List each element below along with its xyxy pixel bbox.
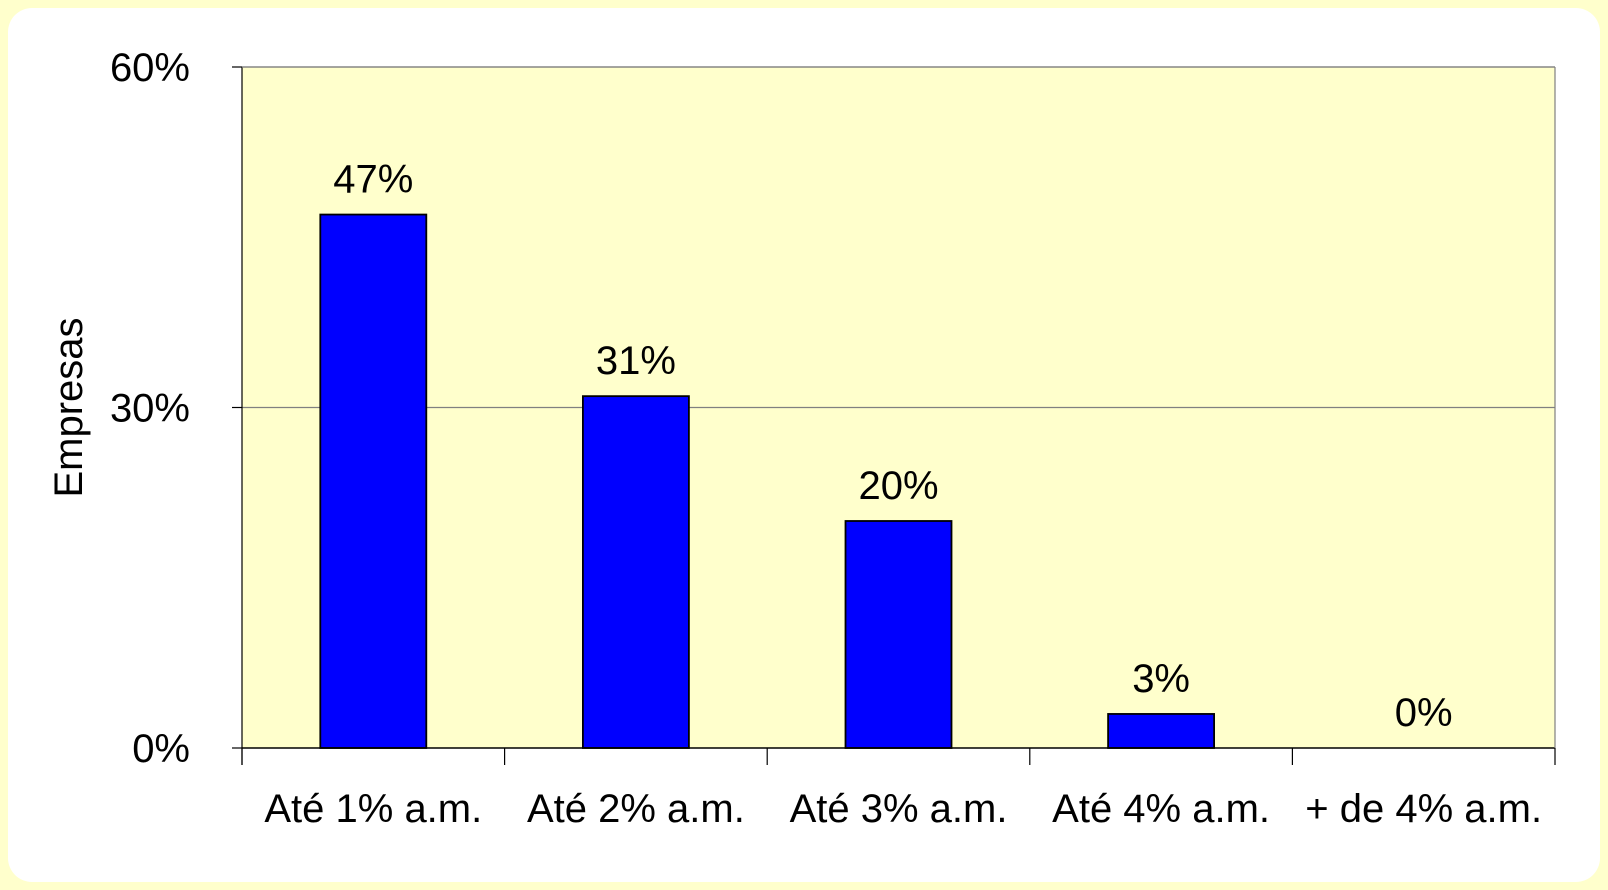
x-tick-label: + de 4% a.m. bbox=[1305, 787, 1542, 831]
x-tick-label: Até 3% a.m. bbox=[790, 787, 1008, 831]
x-tick-label: Até 1% a.m. bbox=[264, 787, 482, 831]
y-tick-label: 0% bbox=[132, 727, 190, 771]
x-tick-label: Até 2% a.m. bbox=[527, 787, 745, 831]
y-axis-title: Empresas bbox=[47, 317, 91, 497]
data-label: 0% bbox=[1395, 691, 1453, 735]
data-label: 31% bbox=[596, 339, 676, 383]
bars bbox=[319, 213, 1215, 749]
x-tick-label: Até 4% a.m. bbox=[1052, 787, 1270, 831]
bar bbox=[1107, 713, 1215, 749]
data-label: 3% bbox=[1132, 657, 1190, 701]
y-tick-label: 30% bbox=[110, 387, 190, 431]
data-label: 47% bbox=[333, 158, 413, 202]
labels: 0% 30% 60% 47% Até 1% a.m. 31% Até 2% a.m. 20% A… bbox=[110, 46, 1542, 831]
bar bbox=[844, 520, 953, 749]
axes bbox=[232, 66, 1556, 765]
bar bbox=[319, 213, 428, 749]
bar bbox=[582, 395, 690, 749]
data-label: 20% bbox=[858, 464, 938, 508]
y-tick-label: 60% bbox=[110, 46, 190, 90]
